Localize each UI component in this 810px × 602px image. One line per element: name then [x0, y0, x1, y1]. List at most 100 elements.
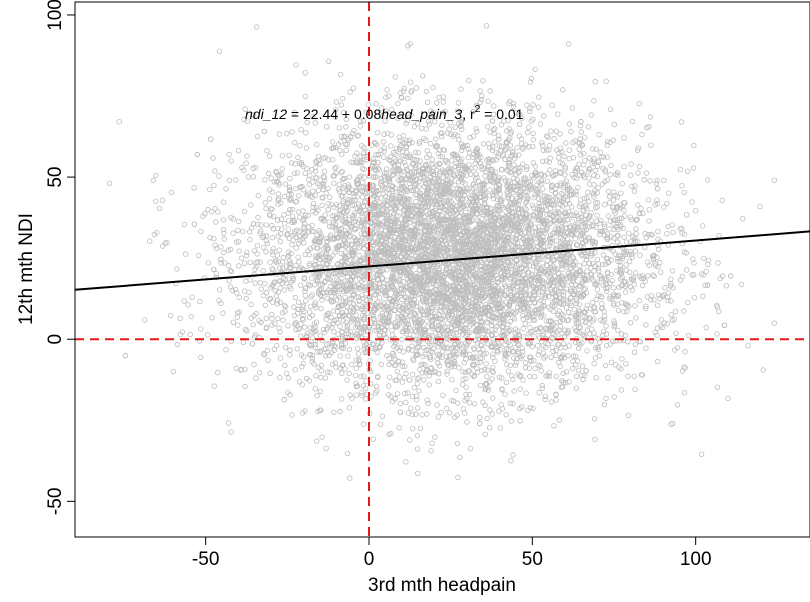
scatter-point: [243, 252, 250, 259]
scatter-point: [536, 203, 542, 210]
scatter-point: [298, 126, 304, 133]
scatter-point: [305, 248, 311, 254]
scatter-point: [542, 344, 549, 350]
scatter-point: [340, 193, 346, 199]
scatter-point: [335, 261, 341, 267]
scatter-point: [536, 224, 542, 230]
scatter-point: [457, 454, 463, 460]
scatter-point: [474, 103, 481, 110]
scatter-point: [299, 382, 305, 388]
scatter-point: [254, 133, 261, 140]
scatter-point: [436, 352, 443, 358]
scatter-point: [386, 361, 392, 368]
scatter-point: [520, 316, 526, 322]
scatter-point: [299, 183, 305, 190]
scatter-point: [279, 265, 286, 271]
scatter-point: [558, 190, 565, 197]
scatter-point: [664, 200, 670, 207]
scatter-point: [615, 258, 621, 265]
scatter-point: [260, 268, 266, 274]
scatter-point: [257, 259, 263, 265]
scatter-point: [386, 93, 392, 99]
scatter-point: [510, 376, 516, 383]
scatter-point: [588, 265, 594, 271]
scatter-point: [477, 359, 483, 366]
scatter-point: [511, 355, 517, 361]
scatter-point: [615, 307, 622, 313]
scatter-point: [473, 126, 479, 132]
scatter-point: [413, 393, 420, 399]
scatter-point: [608, 162, 614, 169]
scatter-point: [359, 392, 365, 399]
scatter-point: [585, 124, 591, 130]
scatter-point: [396, 425, 402, 431]
scatter-point: [332, 114, 339, 120]
scatter-point: [270, 245, 277, 252]
scatter-point: [329, 139, 336, 145]
scatter-point: [325, 185, 331, 192]
scatter-point: [388, 106, 395, 113]
scatter-point: [474, 128, 480, 135]
scatter-point: [557, 131, 563, 137]
scatter-point: [241, 208, 248, 215]
scatter-point: [703, 324, 709, 331]
scatter-point: [577, 272, 583, 278]
scatter-point: [658, 269, 664, 275]
scatter-point: [334, 261, 341, 268]
scatter-point: [593, 375, 599, 381]
scatter-point: [723, 283, 729, 289]
scatter-point: [404, 95, 411, 102]
scatter-point: [455, 192, 462, 199]
scatter-point: [510, 452, 516, 458]
scatter-point: [757, 203, 763, 210]
scatter-point: [636, 297, 643, 304]
scatter-point: [319, 297, 325, 303]
scatter-point: [250, 173, 256, 180]
scatter-point: [717, 275, 723, 282]
scatter-point: [583, 315, 589, 321]
scatter-point: [373, 289, 380, 295]
scatter-point: [416, 388, 422, 394]
scatter-point: [294, 346, 300, 352]
scatter-point: [277, 355, 284, 361]
scatter-point: [635, 202, 641, 208]
scatter-point: [606, 188, 612, 195]
scatter-point: [223, 186, 229, 192]
scatter-point: [429, 156, 436, 163]
scatter-point: [303, 212, 309, 218]
scatter-point: [376, 320, 382, 326]
scatter-point: [608, 359, 615, 365]
scatter-point: [282, 181, 289, 187]
scatter-point: [611, 291, 617, 297]
scatter-point: [581, 220, 587, 227]
scatter-point: [597, 149, 604, 155]
scatter-point: [576, 263, 583, 269]
scatter-point: [527, 105, 533, 111]
scatter-point: [602, 362, 609, 369]
scatter-point: [621, 234, 627, 240]
scatter-point: [353, 392, 360, 398]
scatter-point: [520, 325, 526, 332]
scatter-point: [348, 361, 355, 368]
scatter-point: [553, 128, 559, 134]
scatter-point: [644, 259, 651, 265]
scatter-point: [204, 332, 211, 338]
scatter-point: [542, 294, 549, 300]
scatter-point: [482, 172, 488, 179]
scatter-point: [725, 395, 731, 401]
scatter-point: [258, 228, 264, 234]
scatter-point: [323, 316, 329, 322]
scatter-point: [556, 155, 562, 161]
scatter-point: [339, 396, 345, 402]
scatter-point: [168, 189, 175, 196]
scatter-point: [411, 123, 418, 130]
scatter-point: [205, 260, 212, 266]
scatter-point: [425, 347, 431, 353]
scatter-point: [481, 200, 488, 206]
scatter-point: [388, 132, 394, 138]
scatter-point: [350, 190, 356, 197]
scatter-point: [221, 230, 227, 236]
scatter-point: [400, 349, 407, 355]
scatter-point: [512, 109, 519, 116]
